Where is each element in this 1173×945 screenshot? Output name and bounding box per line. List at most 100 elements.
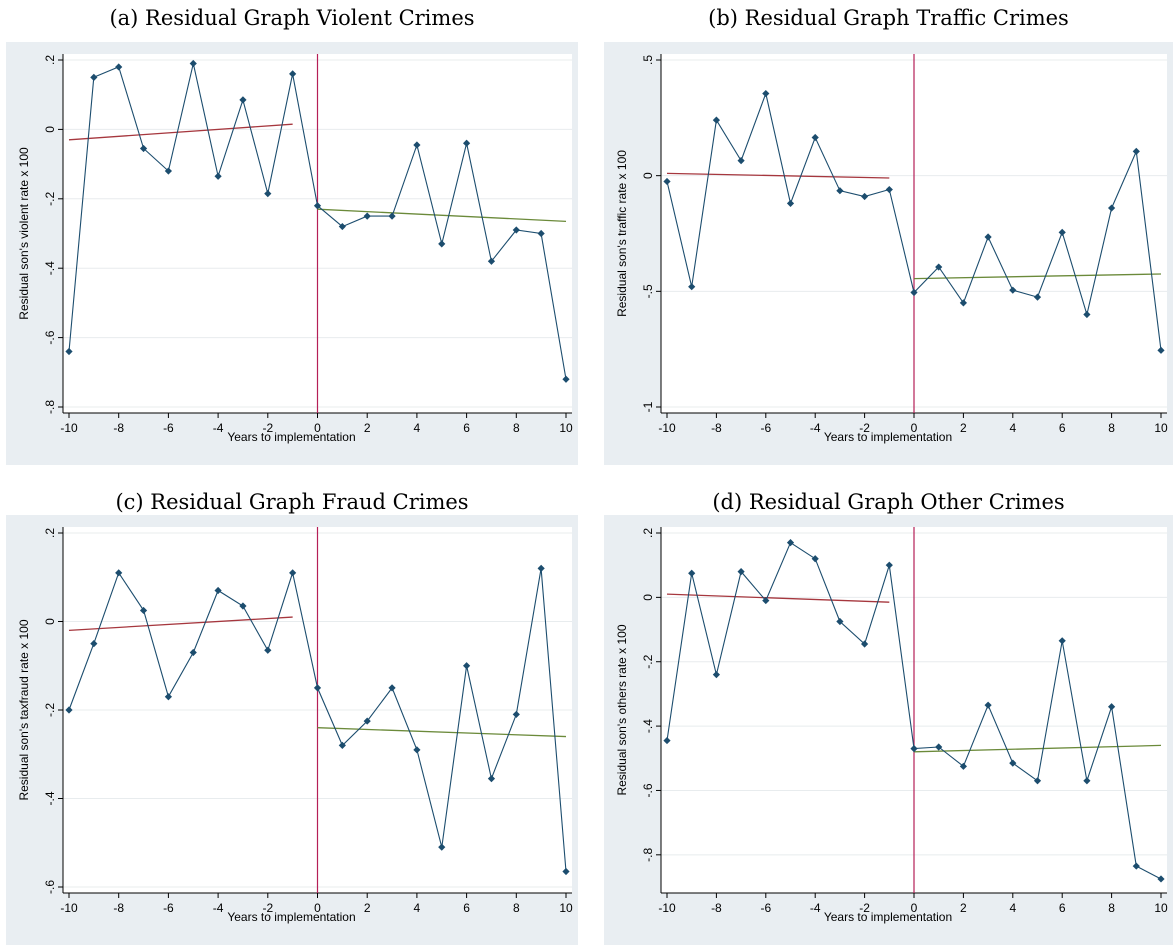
- data-point: [139, 606, 148, 615]
- x-tick-label: 4: [1009, 421, 1016, 435]
- data-point: [90, 73, 98, 81]
- y-axis-label: Residual son's violent rate x 100: [17, 147, 31, 320]
- x-tick-label: 8: [1108, 421, 1115, 435]
- data-point: [1108, 703, 1116, 711]
- data-point: [562, 375, 570, 383]
- data-point: [984, 233, 992, 241]
- data-point: [264, 189, 272, 198]
- data-point: [512, 710, 520, 719]
- y-tick-label: -.4: [43, 791, 57, 805]
- y-tick-label: -.4: [641, 719, 655, 733]
- x-tick-label: 0: [314, 901, 321, 915]
- y-tick-label: .2: [43, 528, 57, 538]
- x-tick-label: 0: [911, 901, 918, 915]
- x-tick-label: 0: [911, 421, 918, 435]
- data-point: [463, 662, 471, 670]
- fit-line-pre: [666, 593, 890, 603]
- data-point: [512, 226, 520, 234]
- data-point: [164, 167, 172, 175]
- data-point: [313, 202, 322, 210]
- x-tick-label: -4: [810, 901, 821, 915]
- y-tick-label: -.5: [641, 284, 655, 298]
- x-tick-label: -2: [262, 421, 273, 435]
- y-tick-label: 0: [641, 594, 655, 601]
- data-point: [388, 212, 396, 220]
- data-point: [239, 96, 247, 104]
- y-tick-label: 0: [43, 126, 57, 133]
- chart-panel-other: (d) Residual Graph Other Crimes -.8 -.6 -.…: [604, 484, 1173, 945]
- fit-line-pre: [666, 172, 890, 179]
- y-tick-label: -.4: [43, 261, 57, 275]
- x-tick-label: -6: [760, 901, 771, 915]
- data-point: [90, 640, 98, 648]
- x-tick-label: -10: [60, 421, 78, 435]
- chart-svg: -1 -.5 0 .5 -10 -8 -6 -4 -2 0 2 4 6 8 10 Years to imple…: [615, 54, 1168, 444]
- data-point: [487, 257, 496, 265]
- data-point: [438, 240, 446, 248]
- x-tick-label: -6: [163, 421, 174, 435]
- data-point: [1157, 875, 1165, 883]
- data-point: [313, 684, 322, 692]
- fit-line-post: [913, 744, 1162, 753]
- data-point: [935, 743, 943, 751]
- x-axis-label: Years to implementation: [227, 910, 355, 924]
- x-tick-label: -10: [60, 901, 78, 915]
- data-point: [1132, 147, 1140, 155]
- data-point: [562, 867, 570, 876]
- data-point: [363, 212, 371, 220]
- y-axis-label: Residual son's others rate x 100: [615, 624, 629, 795]
- data-point: [935, 263, 943, 271]
- plot-area: -1 -.5 0 .5 -10 -8 -6 -4 -2 0 2 4 6 8 10 Years to imple…: [604, 42, 1173, 465]
- data-point: [885, 561, 893, 569]
- chart-svg: -.8 -.6 -.4 -.2 0 .2 -10 -8 -6 -4 -2 0 2 4 6 8 10 Years t…: [615, 527, 1168, 924]
- data-point: [1132, 862, 1140, 870]
- data-point: [910, 288, 918, 297]
- data-point: [537, 229, 545, 238]
- data-point: [1157, 346, 1165, 354]
- data-point: [115, 63, 123, 71]
- y-tick-label: .5: [641, 55, 655, 65]
- chart-caption: (b) Residual Graph Traffic Crimes: [708, 6, 1069, 30]
- data-point: [388, 684, 396, 692]
- y-tick-label: .2: [43, 55, 57, 65]
- x-tick-label: 2: [960, 901, 967, 915]
- data-point: [885, 185, 893, 194]
- y-tick-label: -.2: [641, 654, 655, 668]
- data-point: [663, 177, 671, 186]
- data-point: [487, 774, 496, 783]
- data-point: [115, 569, 123, 577]
- x-tick-label: 6: [1059, 901, 1066, 915]
- y-tick-label: -.6: [43, 880, 57, 894]
- plot-area: -.8 -.6 -.4 -.2 0 .2 -10 -8 -6 -4 -2 0 2 4 6 8 10 Years t…: [604, 515, 1173, 945]
- data-point: [1083, 777, 1091, 785]
- y-tick-label: .2: [641, 528, 655, 538]
- x-tick-label: -10: [658, 421, 676, 435]
- chart-caption: (d) Residual Graph Other Crimes: [712, 490, 1065, 514]
- y-tick-label: -.6: [43, 330, 57, 344]
- x-tick-label: 10: [559, 901, 573, 915]
- x-tick-label: -8: [711, 901, 722, 915]
- x-tick-label: -4: [213, 901, 224, 915]
- fit-line-post: [913, 273, 1162, 280]
- y-tick-label: -.2: [43, 703, 57, 717]
- chart-panel-traffic: (b) Residual Graph Traffic Crimes -1 -.5 0…: [604, 0, 1173, 465]
- data-point: [786, 199, 795, 208]
- x-tick-label: 2: [960, 421, 967, 435]
- chart-svg: -.6 -.4 -.2 0 .2 -10 -8 -6 -4 -2 0 2 4 6 8 10 Years to i…: [17, 527, 573, 924]
- x-axis-label: Years to implementation: [227, 430, 355, 444]
- data-point: [463, 139, 471, 147]
- x-tick-label: -6: [163, 901, 174, 915]
- data-point: [413, 141, 421, 149]
- data-point: [289, 70, 297, 78]
- y-tick-label: 0: [641, 172, 655, 179]
- y-tick-label: -1: [641, 401, 655, 412]
- data-point: [363, 717, 371, 725]
- plot-area: -.6 -.4 -.2 0 .2 -10 -8 -6 -4 -2 0 2 4 6 8 10 Years to i…: [6, 515, 578, 945]
- x-tick-label: 8: [1108, 901, 1115, 915]
- x-tick-label: -2: [859, 421, 870, 435]
- data-point: [1108, 204, 1116, 212]
- x-tick-label: -8: [113, 421, 124, 435]
- data-point: [338, 741, 346, 749]
- x-axis-label: Years to implementation: [824, 430, 952, 444]
- data-point: [438, 843, 446, 851]
